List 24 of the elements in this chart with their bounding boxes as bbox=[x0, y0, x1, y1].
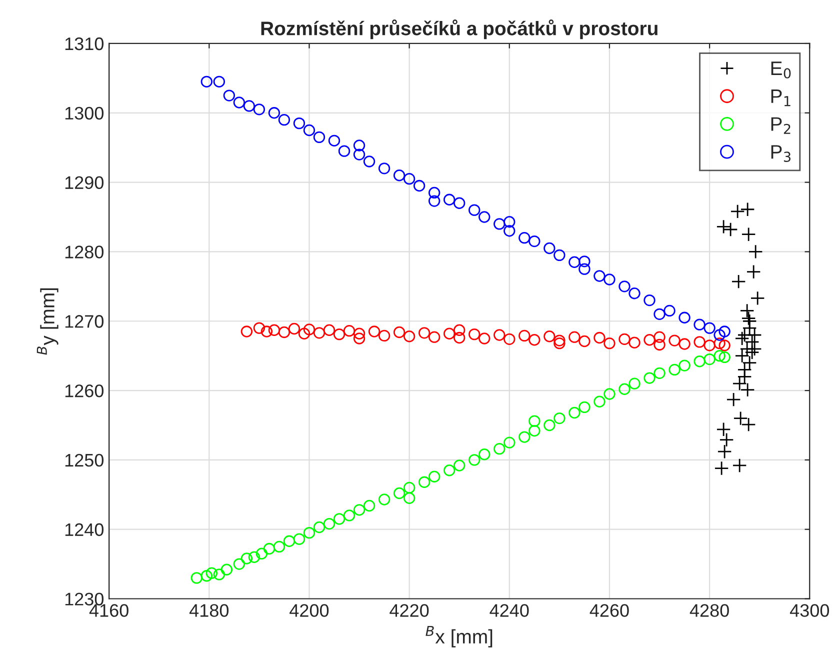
y-tick-label: 1270 bbox=[65, 315, 104, 328]
x-tick-label: 4260 bbox=[590, 604, 629, 617]
y-tick-label: 1250 bbox=[65, 454, 104, 467]
legend-label: E$_{0}$ bbox=[771, 62, 791, 78]
legend-label: P$_{1}$ bbox=[771, 90, 790, 106]
y-axis-title: $^{B}$y [mm] bbox=[36, 288, 58, 355]
y-tick-label: 1260 bbox=[65, 384, 104, 398]
x-tick-label: 4160 bbox=[89, 604, 128, 617]
y-tick-label: 1240 bbox=[65, 523, 104, 536]
y-tick-label: 1290 bbox=[65, 176, 104, 190]
chart-title: Rozmístění průsečíků a počátků v prostoru bbox=[261, 20, 658, 40]
x-tick-label: 4240 bbox=[490, 604, 529, 617]
x-tick-label: 4280 bbox=[690, 604, 729, 617]
x-tick-label: 4180 bbox=[189, 604, 229, 617]
y-tick-label: 1300 bbox=[65, 106, 104, 120]
legend-label: P$_{3}$ bbox=[771, 145, 790, 162]
x-tick-label: 4220 bbox=[390, 604, 429, 617]
y-tick-label: 1280 bbox=[65, 246, 104, 258]
y-tick-label: 1310 bbox=[65, 37, 104, 50]
legend-label: P$_{2}$ bbox=[771, 117, 790, 134]
y-tick-label: 1230 bbox=[65, 592, 104, 606]
x-tick-label: 4200 bbox=[290, 604, 329, 617]
x-tick-label: 4300 bbox=[790, 604, 830, 617]
x-axis-title: $^{B}$x [mm] bbox=[426, 626, 492, 648]
